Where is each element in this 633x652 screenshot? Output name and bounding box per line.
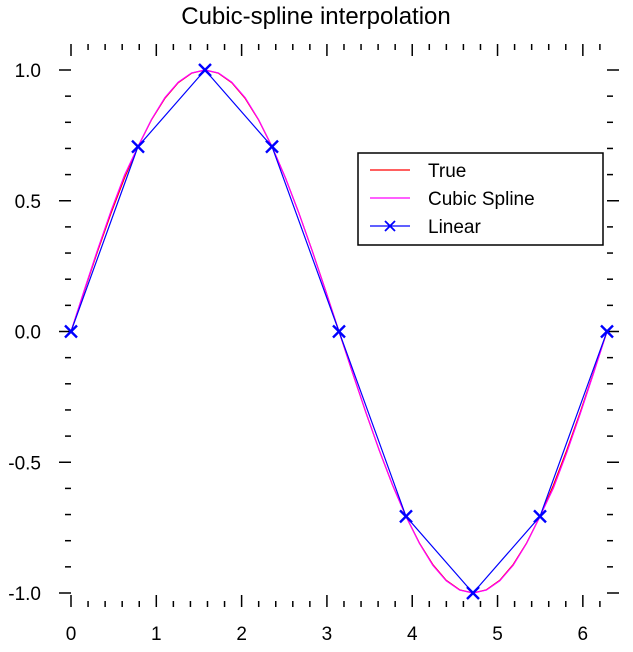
x-tick-label: 6 bbox=[578, 624, 589, 645]
series-linear-point bbox=[265, 139, 279, 154]
point-marker-stroke bbox=[533, 509, 547, 524]
series-linear-point bbox=[198, 63, 212, 77]
plot-axes: 0 1 2 3 4 5 6 1.0 0.5 0.0 -0.5 -1.0 bbox=[8, 44, 619, 645]
x-tick-label: 5 bbox=[492, 624, 503, 645]
y-tick-label: -1.0 bbox=[8, 584, 41, 605]
point-marker-stroke bbox=[600, 324, 614, 339]
y-tick-label: 0.5 bbox=[15, 192, 41, 213]
point-marker-stroke bbox=[399, 509, 413, 524]
legend-marker bbox=[384, 220, 396, 232]
x-tick-label: 2 bbox=[236, 624, 247, 645]
chart-title: Cubic-spline interpolation bbox=[181, 3, 450, 30]
x-tick-label: 3 bbox=[322, 624, 333, 645]
series-linear-point bbox=[332, 324, 346, 339]
point-marker-stroke bbox=[466, 586, 480, 600]
point-marker-stroke bbox=[64, 324, 78, 339]
point-marker-stroke bbox=[198, 63, 212, 77]
y-tick-label: -0.5 bbox=[8, 453, 41, 474]
series-layer bbox=[64, 63, 614, 600]
y-tick-label: 0.0 bbox=[15, 323, 41, 344]
y-tick-label: 1.0 bbox=[15, 61, 41, 82]
legend-label-cubic-spline: Cubic Spline bbox=[428, 189, 535, 210]
x-tick-label: 4 bbox=[407, 624, 418, 645]
series-linear-point bbox=[466, 586, 480, 600]
x-tick-label: 1 bbox=[151, 624, 162, 645]
series-linear-point bbox=[600, 324, 614, 339]
point-marker-stroke bbox=[332, 324, 346, 339]
series-linear-point bbox=[399, 509, 413, 524]
legend-box bbox=[357, 152, 604, 246]
point-marker-stroke bbox=[265, 139, 279, 154]
legend-label-linear: Linear bbox=[428, 217, 481, 238]
series-linear-point bbox=[131, 139, 145, 154]
series-linear-point bbox=[64, 324, 78, 339]
x-tick-label: 0 bbox=[66, 624, 77, 645]
legend-label-true: True bbox=[428, 161, 466, 182]
legend: True Cubic Spline Linear bbox=[357, 152, 604, 246]
point-marker-stroke bbox=[131, 139, 145, 154]
series-linear-point bbox=[533, 509, 547, 524]
